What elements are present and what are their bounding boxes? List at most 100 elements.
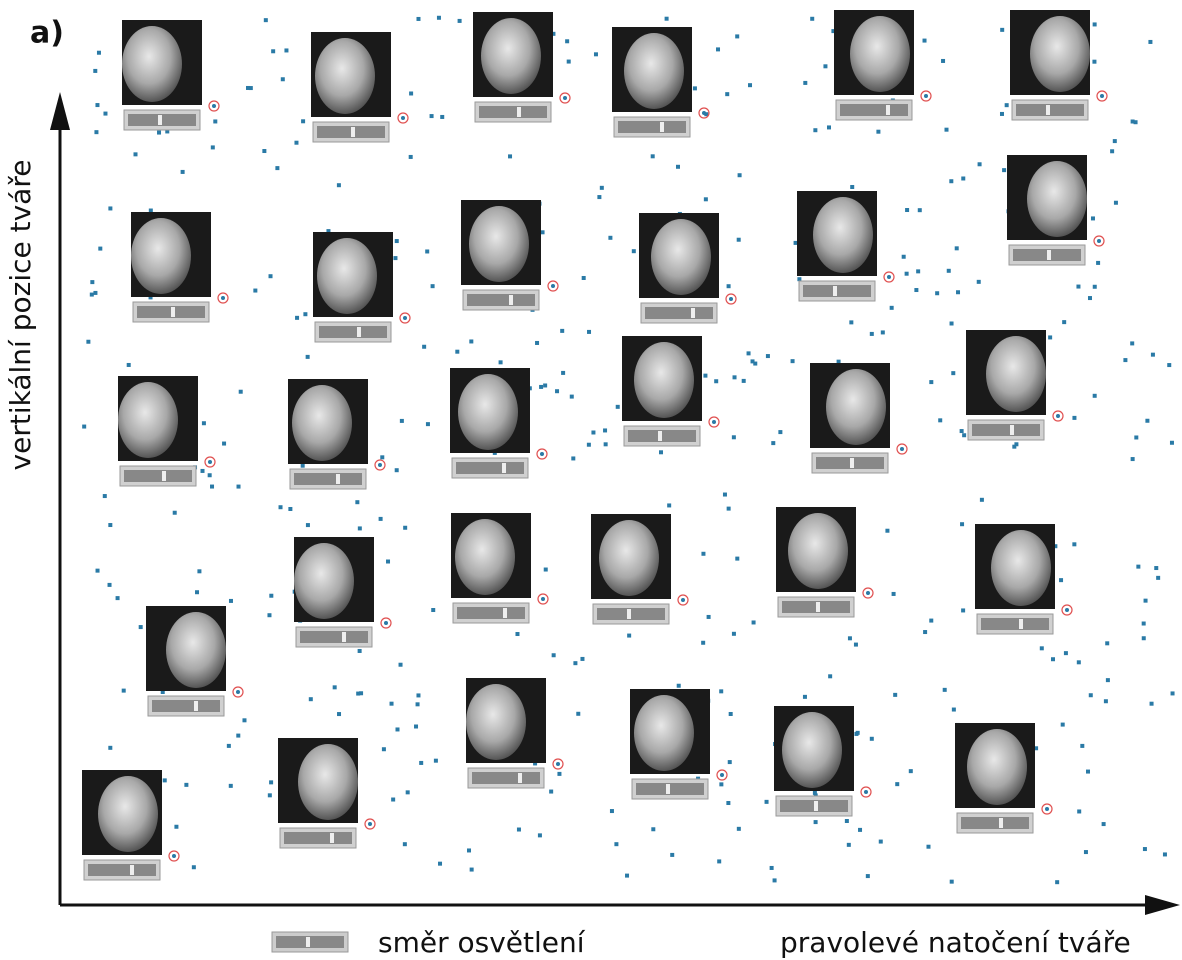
dot	[1123, 358, 1128, 363]
marker-dot	[236, 690, 240, 694]
dot	[865, 874, 870, 879]
dot	[725, 92, 730, 97]
marker-dot	[887, 275, 891, 279]
dot	[812, 790, 817, 795]
face-item	[118, 376, 216, 487]
dot	[89, 292, 94, 297]
dot	[790, 359, 795, 364]
dot	[753, 361, 758, 366]
dot	[956, 290, 961, 295]
dot	[895, 782, 900, 787]
slider-track	[300, 631, 368, 643]
marker-dot	[1097, 239, 1101, 243]
dot	[714, 379, 719, 384]
dot	[828, 674, 833, 679]
dot	[380, 455, 385, 460]
dot	[94, 130, 99, 135]
face	[599, 520, 659, 596]
dot	[880, 330, 885, 335]
dot	[395, 727, 400, 732]
dot	[82, 424, 87, 429]
dot	[726, 284, 731, 289]
marker-dot	[900, 447, 904, 451]
dot	[508, 154, 513, 159]
face	[634, 342, 694, 418]
face	[826, 369, 886, 445]
dot	[826, 125, 831, 130]
dot	[295, 315, 300, 320]
dot	[284, 48, 289, 53]
dot	[731, 631, 736, 636]
dot	[305, 523, 310, 528]
dot	[999, 111, 1004, 116]
dot	[962, 433, 967, 438]
dot	[1000, 27, 1005, 32]
marker-ring	[374, 459, 386, 471]
dot	[850, 184, 855, 189]
slider-track	[284, 832, 352, 844]
dot	[238, 389, 243, 394]
dot	[813, 128, 818, 133]
dot	[1072, 542, 1077, 547]
marker-dot	[1100, 94, 1104, 98]
dot	[359, 691, 364, 696]
dot	[1014, 442, 1019, 447]
dot	[356, 691, 361, 696]
face-item	[288, 379, 386, 490]
slider-knob	[1019, 619, 1023, 629]
dot	[1090, 216, 1095, 221]
dot	[797, 277, 802, 282]
marker-dot	[866, 591, 870, 595]
dot	[236, 733, 241, 738]
face	[624, 33, 684, 109]
dot	[853, 642, 858, 647]
dot	[599, 185, 604, 190]
y-axis-label: vertikální pozice tváře	[4, 160, 37, 471]
dot	[751, 620, 756, 625]
dot	[294, 140, 299, 145]
dot	[1134, 435, 1139, 440]
dot	[1130, 341, 1135, 346]
dot	[262, 149, 267, 154]
dot	[569, 394, 574, 399]
marker-dot	[208, 460, 212, 464]
dot	[581, 275, 586, 280]
slider-track	[467, 294, 535, 306]
face-item	[278, 738, 376, 849]
slider-knob	[850, 458, 854, 468]
dot	[86, 339, 91, 344]
dot	[667, 503, 672, 508]
marker-ring	[537, 593, 549, 605]
marker-ring	[677, 594, 689, 606]
x-arrow	[1145, 895, 1180, 915]
dot	[457, 18, 462, 23]
dot	[746, 351, 751, 356]
face	[131, 218, 191, 294]
dot	[222, 441, 227, 446]
dot	[275, 166, 280, 171]
dot	[1101, 822, 1106, 827]
marker-ring	[536, 448, 548, 460]
dot	[268, 274, 273, 279]
slider-knob	[660, 122, 664, 132]
dot	[305, 354, 310, 359]
dot	[1169, 440, 1174, 445]
dot	[701, 551, 706, 556]
dot	[381, 747, 386, 752]
dot	[267, 613, 272, 618]
dot	[402, 842, 407, 847]
dot	[813, 793, 818, 798]
dot	[737, 173, 742, 178]
marker-dot	[729, 297, 733, 301]
dot	[885, 528, 890, 533]
dot	[1154, 566, 1159, 571]
marker-ring	[168, 850, 180, 862]
face	[466, 684, 526, 760]
face-item	[966, 330, 1064, 441]
slider-knob	[357, 327, 361, 337]
dot	[228, 783, 233, 788]
slider-track	[294, 473, 362, 485]
dot	[455, 349, 460, 354]
face	[122, 26, 182, 102]
dot	[726, 506, 731, 511]
